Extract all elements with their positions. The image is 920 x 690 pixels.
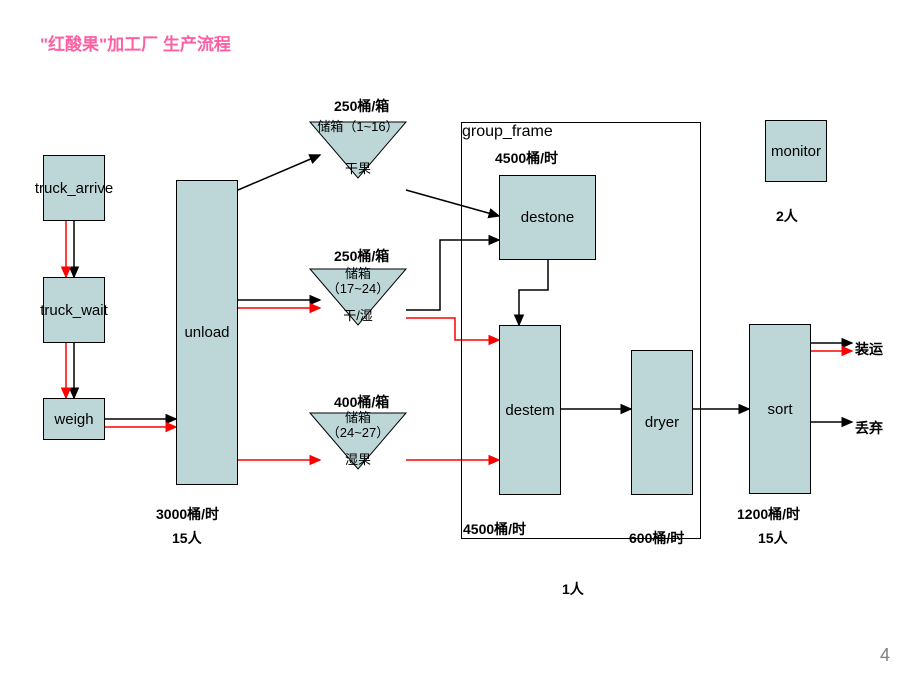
process-box-destem: destem — [499, 325, 561, 495]
tri-label-top: 储箱（1~16） — [298, 120, 418, 135]
annotation-label: 250桶/箱 — [334, 246, 389, 266]
annotation-label: 400桶/箱 — [334, 392, 389, 412]
annotation-label: 装运 — [855, 339, 883, 359]
tri-label-bottom: 干果 — [318, 158, 398, 177]
process-box-truck_wait: truck_wait — [43, 277, 105, 343]
annotation-label: 2人 — [776, 206, 798, 226]
process-box-dryer: dryer — [631, 350, 693, 495]
annotation-label: 3000桶/时 — [156, 504, 219, 524]
annotation-label: 丢弃 — [855, 418, 883, 438]
tri-label-top: 储箱 （24~27） — [298, 411, 418, 441]
annotation-label: 1200桶/时 — [737, 504, 800, 524]
tri-label-top: 储箱 （17~24） — [298, 267, 418, 297]
process-box-weigh: weigh — [43, 398, 105, 440]
process-box-monitor: monitor — [765, 120, 827, 182]
process-box-unload: unload — [176, 180, 238, 485]
tri-label-bottom: 湿果 — [318, 449, 398, 468]
process-box-destone: destone — [499, 175, 596, 260]
annotation-label: 15人 — [172, 528, 202, 548]
annotation-label: 4500桶/时 — [463, 519, 526, 539]
process-box-truck_arrive: truck_arrive — [43, 155, 105, 221]
process-box-sort: sort — [749, 324, 811, 494]
annotation-label: 15人 — [758, 528, 788, 548]
annotation-label: 250桶/箱 — [334, 96, 389, 116]
annotation-label: 1人 — [562, 579, 584, 599]
annotation-label: 600桶/时 — [629, 528, 684, 548]
annotation-label: 4500桶/时 — [495, 148, 558, 168]
tri-label-bottom: 干/湿 — [318, 305, 398, 324]
flow-arrow — [238, 155, 320, 190]
